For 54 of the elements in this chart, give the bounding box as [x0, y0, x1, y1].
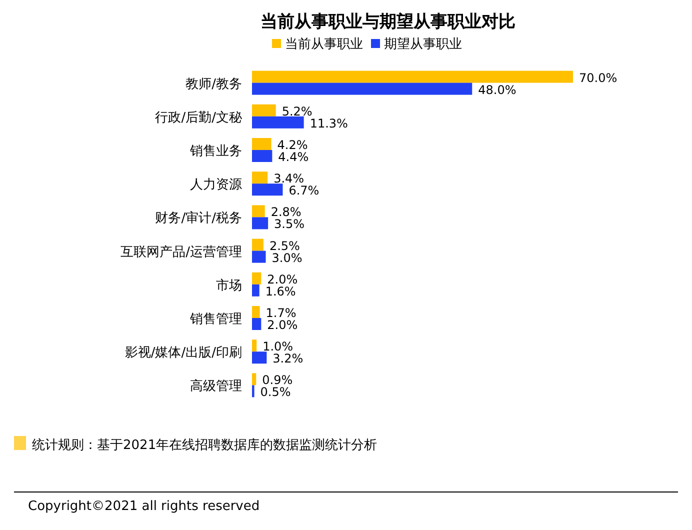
data-label: 48.0%	[478, 82, 516, 97]
data-label: 3.0%	[272, 250, 302, 265]
y-tick-label: 财务/审计/税务	[155, 210, 242, 226]
text: Copyright©2021 all rights reserved	[28, 499, 260, 514]
bar	[252, 284, 260, 296]
y-tick-label: 市场	[216, 278, 242, 294]
data-label: 0.9%	[262, 373, 293, 388]
y-tick-label: 行政/后勤/文秘	[155, 110, 242, 126]
data-label: 4.4%	[278, 150, 309, 164]
y-tick-label: 高级管理	[190, 378, 242, 394]
bar	[252, 70, 573, 83]
data-label: 70.0%	[579, 70, 618, 85]
bar	[252, 340, 257, 352]
y-tick-label: 销售业务	[189, 144, 242, 159]
bar	[252, 150, 272, 162]
data-label: 2.0%	[267, 272, 298, 286]
text: 统计规则：基于2021年在线招聘数据库的数据监测统计分析	[32, 438, 378, 453]
bar	[252, 104, 276, 116]
data-label: 3.5%	[274, 217, 305, 232]
data-label: 3.4%	[274, 172, 304, 186]
bar	[252, 373, 256, 386]
data-label: 4.2%	[277, 138, 308, 152]
y-tick-label: 教师/教务	[186, 76, 242, 92]
bar	[252, 116, 304, 128]
data-label: 1.0%	[262, 340, 294, 354]
data-label: 1.7%	[266, 306, 296, 320]
bar	[252, 352, 267, 364]
data-label: 6.7%	[288, 184, 320, 198]
bar	[252, 318, 262, 330]
legend-label: 期望从事职业	[384, 37, 462, 52]
chart-title: 当前从事职业与期望从事职业对比	[260, 12, 516, 32]
bar	[252, 138, 272, 150]
bar	[252, 306, 260, 318]
data-label: 2.0%	[267, 318, 298, 332]
bar	[252, 238, 264, 251]
bar	[252, 272, 262, 284]
bar	[252, 250, 266, 263]
bar	[252, 172, 268, 184]
data-label: 2.5%	[269, 238, 300, 253]
bar	[252, 205, 265, 218]
data-label: 11.3%	[310, 116, 348, 130]
y-tick-label: 影视/媒体/出版/印刷	[124, 346, 242, 361]
y-tick-label: 互联网产品/运营管理	[120, 244, 242, 260]
bar	[252, 184, 283, 196]
data-label: 0.5%	[260, 385, 291, 400]
data-label: 2.8%	[270, 205, 302, 220]
data-label: 1.6%	[265, 284, 296, 298]
bar	[252, 82, 472, 95]
bar	[252, 217, 268, 230]
data-label: 3.2%	[272, 352, 304, 366]
data-label: 5.2%	[282, 104, 312, 118]
y-tick-label: 销售管理	[189, 312, 242, 327]
legend-label: 当前从事职业	[285, 37, 363, 52]
y-tick-label: 人力资源	[190, 178, 242, 193]
